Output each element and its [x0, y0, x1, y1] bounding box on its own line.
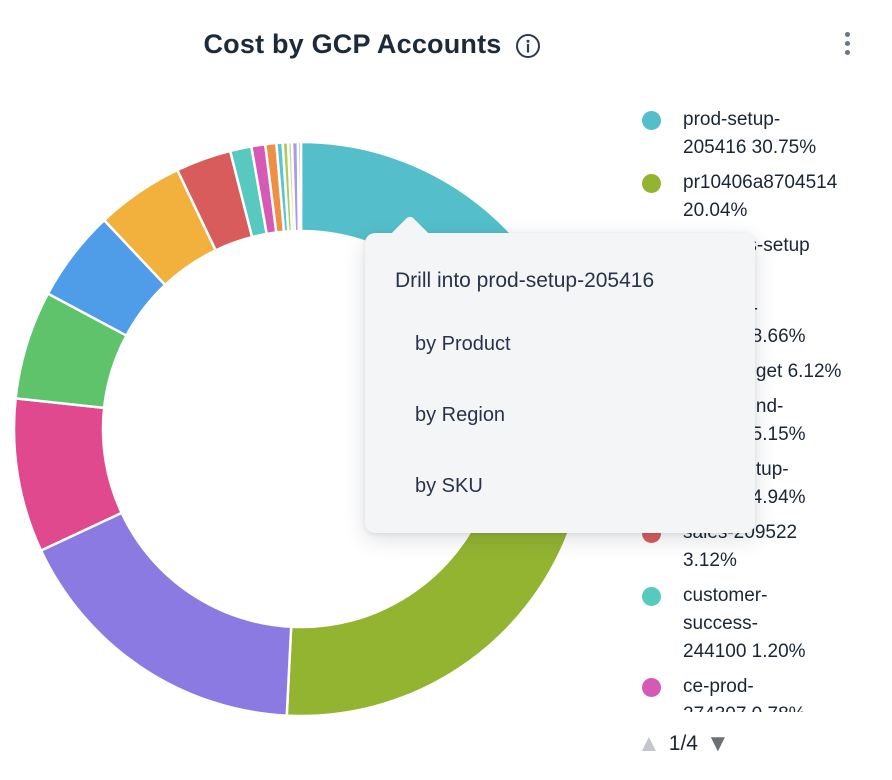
info-icon[interactable] — [514, 32, 542, 60]
drill-option[interactable]: by SKU — [415, 475, 483, 497]
donut-slice[interactable] — [296, 140, 303, 233]
legend-item[interactable]: ce-prod-274307 0.78% — [642, 673, 892, 712]
page-indicator: 1/4 — [668, 732, 698, 755]
legend-label: ce-prod-274307 0.78% — [683, 676, 806, 712]
popover-menu: by Product by Region by SKU — [395, 333, 725, 498]
legend-dot — [642, 587, 661, 606]
kebab-menu-icon[interactable] — [838, 26, 856, 60]
page-down-icon[interactable]: ▼ — [705, 730, 730, 757]
legend-dot — [642, 111, 661, 130]
drill-option[interactable]: by Product — [415, 333, 511, 355]
legend-dot — [642, 678, 661, 697]
page-up-icon[interactable]: ▲ — [637, 730, 661, 757]
drill-option[interactable]: by Region — [415, 404, 506, 426]
legend-dot — [642, 174, 661, 193]
widget-header: Cost by GCP Accounts — [0, 22, 745, 66]
drilldown-popover: Drill into prod-setup-205416 by Product b… — [365, 214, 755, 533]
legend-item[interactable]: customer-success- 244100 1.20% — [642, 582, 892, 666]
legend-label: prod-setup- 205416 30.75% — [683, 109, 817, 158]
donut-slice[interactable] — [39, 511, 293, 717]
page-title: Cost by GCP Accounts — [203, 28, 502, 59]
popover-title: Drill into prod-setup-205416 — [395, 269, 655, 292]
legend-label: customer-success- 244100 1.20% — [683, 585, 806, 662]
legend-item[interactable]: pr10406a8704514 20.04% — [642, 169, 892, 225]
legend-pagination: ▲ 1/4 ▼ — [637, 729, 730, 759]
legend-label: pr10406a8704514 20.04% — [683, 172, 838, 221]
legend-item[interactable]: prod-setup- 205416 30.75% — [642, 106, 892, 162]
